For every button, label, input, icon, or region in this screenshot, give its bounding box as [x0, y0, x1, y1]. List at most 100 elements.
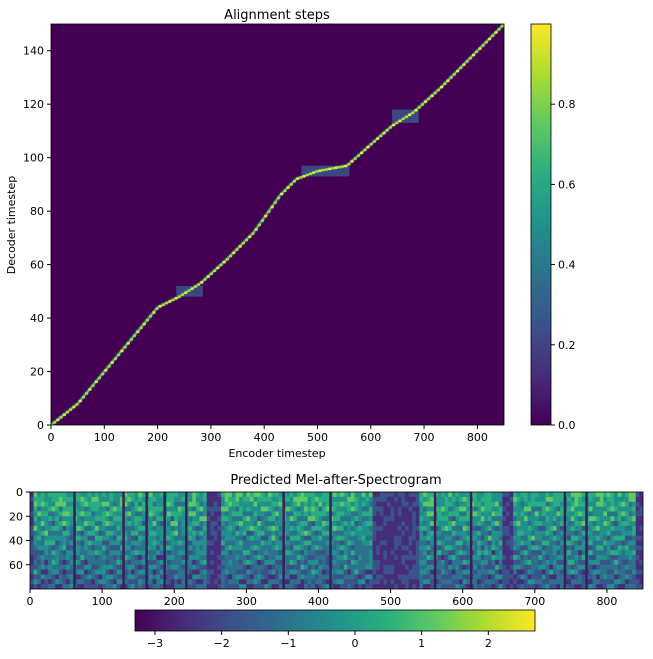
- mel-cell: [37, 564, 42, 570]
- mel-cell: [455, 564, 460, 570]
- mel-cell: [635, 574, 640, 580]
- mel-cell: [69, 569, 74, 575]
- mel-pause-line: [433, 492, 437, 589]
- alignment-cell: [136, 330, 140, 333]
- mel-cell: [311, 584, 316, 589]
- mel-cell: [167, 511, 172, 517]
- mel-cell: [376, 584, 381, 589]
- mel-cell: [606, 545, 611, 551]
- mel-cell: [37, 530, 42, 537]
- mel-cell: [437, 492, 442, 498]
- mel-cell: [58, 511, 63, 517]
- mel-cell: [509, 540, 514, 546]
- mel-cell: [538, 540, 543, 546]
- mel-cell: [350, 530, 355, 537]
- mel-cell: [69, 501, 74, 507]
- mel-cell: [148, 579, 153, 585]
- mel-cell: [567, 506, 572, 512]
- mel-cell: [574, 525, 579, 532]
- mel-cell: [267, 496, 272, 503]
- mel-cell: [372, 506, 377, 512]
- mel-cell: [94, 492, 99, 498]
- mel-cell: [271, 579, 276, 585]
- mel-cell: [441, 535, 446, 541]
- mel-cell: [62, 530, 67, 537]
- mel-cell: [390, 564, 395, 570]
- mel-cell: [134, 584, 139, 589]
- mel-cell: [542, 569, 547, 575]
- mel-cell: [58, 550, 63, 556]
- mel-cell: [480, 540, 485, 546]
- mel-cell: [588, 506, 593, 512]
- mel-cell: [134, 511, 139, 517]
- mel-cell: [102, 492, 107, 498]
- mel-cell: [203, 525, 208, 532]
- mel-cell: [412, 545, 417, 551]
- mel-cell: [505, 492, 510, 498]
- mel-cell: [289, 540, 294, 546]
- mel-cell: [343, 540, 348, 546]
- mel-cell: [246, 555, 251, 561]
- mel-cell: [199, 550, 204, 556]
- mel-cell: [199, 511, 204, 517]
- mel-cell: [365, 516, 370, 522]
- mel-cell: [210, 516, 215, 522]
- mel-cell: [340, 555, 345, 561]
- mel-cell: [412, 584, 417, 589]
- mel-cell: [358, 506, 363, 512]
- mel-cell: [592, 555, 597, 561]
- mel-cell: [239, 492, 244, 498]
- mel-cell: [66, 516, 71, 522]
- mel-cell: [448, 540, 453, 546]
- mel-cell: [624, 521, 629, 527]
- mel-cell: [120, 501, 125, 507]
- mel-cell: [231, 540, 236, 546]
- mel-cell: [621, 516, 626, 522]
- mel-cell: [228, 535, 233, 541]
- mel-cell: [62, 574, 67, 580]
- alignment-cell: [110, 361, 114, 364]
- mel-cell: [159, 525, 164, 532]
- mel-cell: [195, 506, 200, 512]
- mel-cell: [210, 559, 215, 566]
- mel-cell: [534, 569, 539, 575]
- mel-cell: [379, 506, 384, 512]
- mel-cell: [441, 564, 446, 570]
- mel-cell: [94, 545, 99, 551]
- mel-cell: [134, 564, 139, 570]
- mel-cell: [253, 550, 258, 556]
- mel-cell: [534, 564, 539, 570]
- mel-cell: [408, 492, 413, 498]
- mel-cell: [498, 521, 503, 527]
- mel-cell: [466, 579, 471, 585]
- mel-cell: [58, 545, 63, 551]
- mel-cell: [473, 559, 478, 566]
- mel-cell: [610, 559, 615, 566]
- mel-cell: [304, 530, 309, 537]
- mel-cell: [567, 559, 572, 566]
- mel-cell: [296, 535, 301, 541]
- mel-cell: [314, 574, 319, 580]
- mel-cell: [491, 492, 496, 498]
- mel-cell: [188, 535, 193, 541]
- mel-cell: [127, 511, 132, 517]
- mel-cell: [516, 516, 521, 522]
- mel-cell: [448, 559, 453, 566]
- mel-cell: [354, 550, 359, 556]
- mel-cell: [130, 506, 135, 512]
- mel-cell: [271, 521, 276, 527]
- mel-cell: [448, 525, 453, 532]
- mel-cell: [148, 525, 153, 532]
- mel-cell: [617, 545, 622, 551]
- mel-cell: [286, 550, 291, 556]
- mel-cell: [242, 579, 247, 585]
- mel-cell: [66, 545, 71, 551]
- mel-cell: [177, 584, 182, 589]
- alignment-cell: [411, 111, 415, 115]
- mel-cell: [44, 530, 49, 537]
- mel-cell: [386, 501, 391, 507]
- mel-cell: [289, 555, 294, 561]
- mel-cell: [549, 579, 554, 585]
- mel-cell: [610, 516, 615, 522]
- mel-cell: [451, 506, 456, 512]
